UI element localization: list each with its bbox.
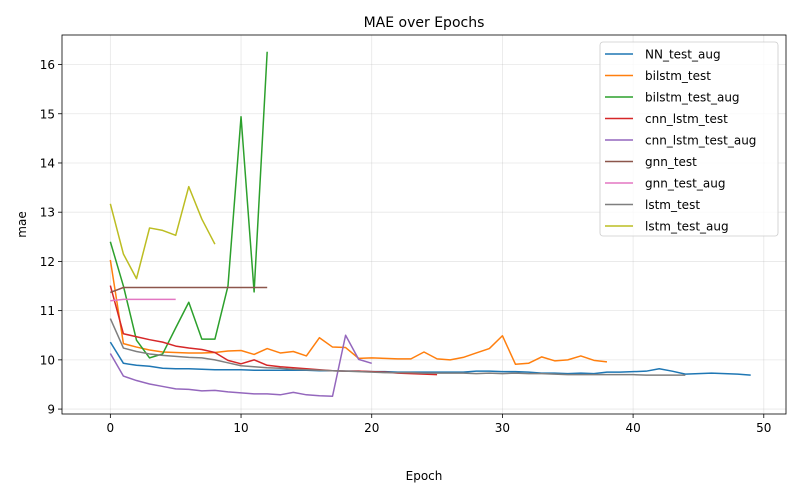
series-line-NN_test_aug (109, 341, 751, 376)
plot-frame (61, 34, 787, 415)
axis-ticks: 0 10 20 30 40 50 9 10 11 12 13 14 15 16 (40, 58, 772, 435)
legend-label-cnn_lstm_test_aug: cnn_lstm_test_aug (645, 134, 756, 148)
legend-frame (599, 41, 779, 237)
x-tick-label: 20 (364, 421, 379, 435)
series-line-bilstm_test_aug (109, 51, 268, 359)
x-tick-label: 50 (756, 421, 771, 435)
series-line-lstm_test_aug (109, 185, 216, 280)
legend-label-cnn_lstm_test: cnn_lstm_test (645, 112, 728, 126)
series-line-gnn_test (110, 286, 268, 294)
legend-label-gnn_test_aug: gnn_test_aug (645, 177, 725, 191)
legend-label-bilstm_test: bilstm_test (645, 69, 711, 83)
x-tick-label: 30 (495, 421, 510, 435)
x-tick-label: 10 (233, 421, 248, 435)
y-tick-label: 11 (40, 304, 55, 318)
y-tick-label: 9 (47, 403, 55, 417)
y-tick-label: 13 (40, 206, 55, 220)
x-tick-label: 0 (107, 421, 115, 435)
y-tick-label: 15 (40, 107, 55, 121)
legend-label-gnn_test: gnn_test (645, 155, 697, 169)
x-axis-label: Epoch (406, 469, 443, 483)
series-line-lstm_test (109, 318, 686, 376)
y-axis-label: mae (15, 211, 29, 237)
legend: NN_test_aug bilstm_test bilstm_test_augcnn… (599, 41, 779, 237)
legend-label-lstm_test_aug: lstm_test_aug (645, 220, 729, 234)
series-line-cnn_lstm_test_aug (109, 334, 372, 398)
chart-title: MAE over Epochs (364, 15, 485, 31)
legend-label-bilstm_test_aug: bilstm_test_aug (645, 91, 740, 105)
y-tick-label: 16 (40, 58, 55, 72)
y-tick-label: 10 (40, 353, 55, 367)
series-line-gnn_test_aug (110, 298, 176, 302)
y-tick-label: 12 (40, 255, 55, 269)
y-tick-label: 14 (40, 156, 55, 170)
legend-label-lstm_test: lstm_test (645, 198, 700, 212)
legend-label-NN_test_aug: NN_test_aug (645, 48, 721, 62)
series-lines (109, 51, 751, 398)
x-tick-label: 40 (625, 421, 640, 435)
